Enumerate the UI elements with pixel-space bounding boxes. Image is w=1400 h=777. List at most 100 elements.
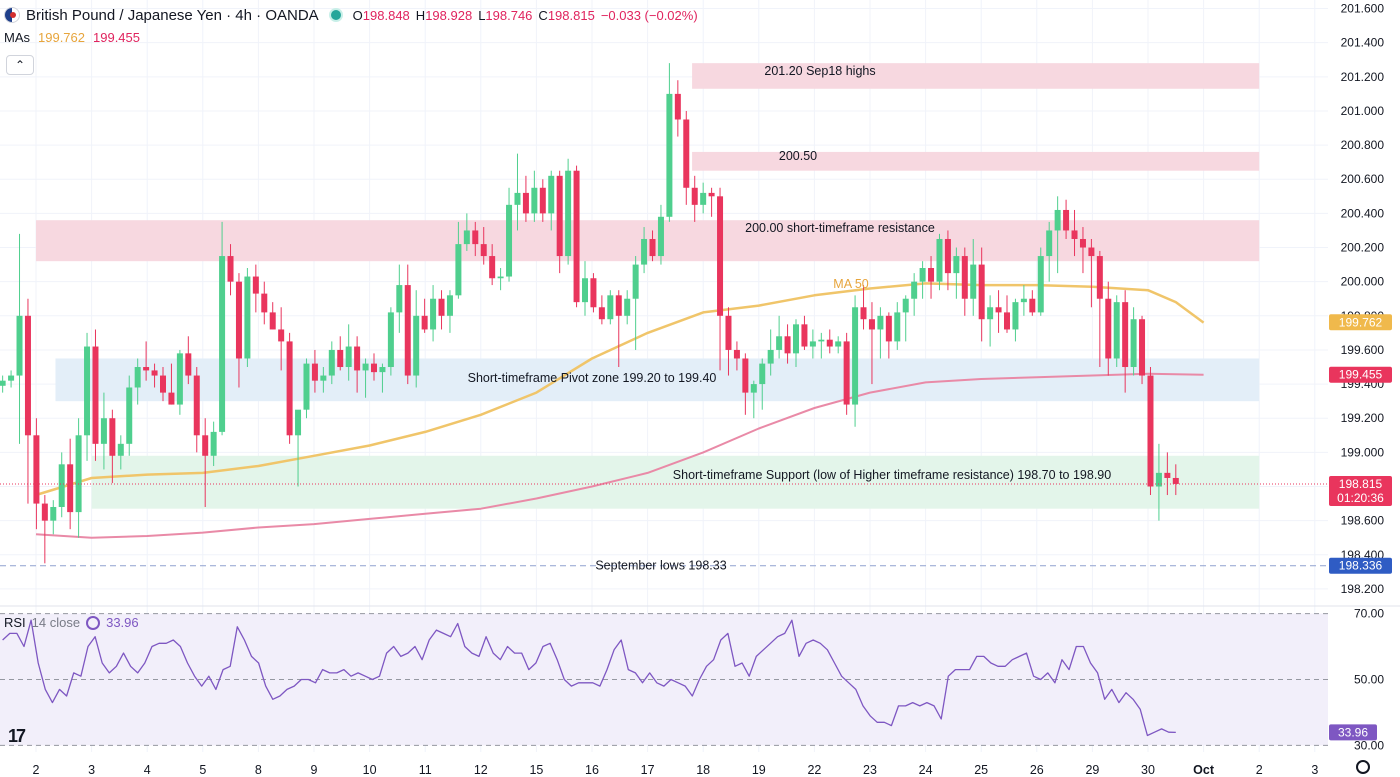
candle-body xyxy=(514,192,521,205)
candle-body xyxy=(641,238,648,265)
zone-pivot xyxy=(55,358,1260,402)
candle-body xyxy=(311,363,318,381)
september-lows-label: September lows 198.33 xyxy=(595,559,726,573)
ma-legend-label: MAs xyxy=(4,30,30,45)
candle-body xyxy=(100,418,107,444)
ma200-legend-value: 199.455 xyxy=(93,30,140,45)
candle-body xyxy=(759,363,766,385)
candle-body xyxy=(235,281,242,359)
zone-label: Short-timeframe Pivot zone 199.20 to 199… xyxy=(468,371,717,385)
candle-body xyxy=(978,264,985,320)
y-tick-label: 201.600 xyxy=(1341,2,1385,16)
candle-body xyxy=(345,346,352,368)
rsi-line xyxy=(2,619,1176,737)
candle-body xyxy=(24,315,31,436)
candle-body xyxy=(733,349,740,359)
candle-body xyxy=(911,281,918,299)
settings-gear-icon[interactable] xyxy=(1356,760,1370,774)
candle-body xyxy=(995,307,1002,313)
candle-body xyxy=(41,503,48,521)
candle-body xyxy=(944,238,951,274)
x-tick-label: 24 xyxy=(919,763,933,777)
ohlc-high: H198.928 xyxy=(415,7,473,23)
candle-body xyxy=(902,298,909,313)
candle-body xyxy=(455,244,462,296)
rsi-tick-label: 50.00 xyxy=(1354,673,1384,687)
x-tick-label: 3 xyxy=(88,763,95,777)
candle-body xyxy=(598,307,605,320)
candle-body xyxy=(1012,302,1019,330)
candle-body xyxy=(1147,375,1154,487)
candle-body xyxy=(894,312,901,342)
ma50-line xyxy=(35,282,1205,497)
candle-body xyxy=(683,119,690,188)
collapse-legend-button[interactable]: ⌃ xyxy=(6,55,34,75)
candle-body xyxy=(379,367,386,373)
x-tick-label: 15 xyxy=(529,763,543,777)
candle-body xyxy=(151,370,158,376)
candle-body xyxy=(615,295,622,316)
y-tick-label: 199.000 xyxy=(1341,445,1385,459)
candle-body xyxy=(835,341,842,347)
candle-body xyxy=(674,93,681,120)
candle-body xyxy=(1071,230,1078,239)
candle-body xyxy=(371,363,377,373)
market-status-icon[interactable] xyxy=(328,8,343,22)
candle-body xyxy=(657,216,664,257)
rsi-band xyxy=(0,613,1328,746)
candle-body xyxy=(219,256,226,432)
candle-body xyxy=(852,307,859,405)
candle-body xyxy=(725,315,732,350)
candle-body xyxy=(877,315,884,330)
ohlc-open: O198.848 xyxy=(352,7,410,23)
candle-body xyxy=(463,230,470,245)
candle-body xyxy=(868,319,875,330)
candle-body xyxy=(303,363,310,410)
zone-resistance xyxy=(36,220,1260,262)
candle-body xyxy=(1037,256,1044,313)
candle-body xyxy=(193,375,200,436)
candle-body xyxy=(590,278,597,308)
y-tick-label: 200.200 xyxy=(1341,241,1385,255)
rsi-legend-value: 33.96 xyxy=(106,615,139,630)
candle-body xyxy=(176,353,183,405)
y-tick-label: 201.200 xyxy=(1341,70,1385,84)
price-badge-label: 199.455 xyxy=(1339,368,1383,382)
chart-header: British Pound / Japanese Yen · 4h · OAND… xyxy=(4,4,698,26)
zone-label: Short-timeframe Support (low of Higher t… xyxy=(673,468,1111,482)
candle-body xyxy=(396,285,403,313)
candle-body xyxy=(143,367,150,371)
rsi-legend[interactable]: RSI 14 close 33.96 xyxy=(4,615,139,630)
candle-body xyxy=(1029,298,1036,313)
candle-body xyxy=(522,192,529,214)
symbol-title[interactable]: British Pound / Japanese Yen · 4h · OAND… xyxy=(26,6,319,24)
tradingview-logo[interactable]: 17 xyxy=(8,726,26,746)
price-change: −0.033 (−0.02%) xyxy=(600,7,698,23)
x-tick-label: Oct xyxy=(1193,763,1215,777)
candle-body xyxy=(809,341,816,347)
x-tick-label: 10 xyxy=(363,763,377,777)
ma50-label: MA 50 xyxy=(833,277,868,291)
candle-body xyxy=(362,363,369,371)
candle-body xyxy=(489,256,496,279)
candle-body xyxy=(58,464,65,507)
candle-body xyxy=(472,230,479,245)
y-tick-label: 199.600 xyxy=(1341,343,1385,357)
candle-body xyxy=(624,298,631,316)
candle-body xyxy=(970,264,977,299)
candle-body xyxy=(666,93,673,217)
candle-body xyxy=(582,278,588,303)
zone-label: 201.20 Sep18 highs xyxy=(764,64,875,78)
candle-body xyxy=(953,256,960,274)
rsi-settings-icon[interactable] xyxy=(86,615,101,630)
candle-body xyxy=(885,315,892,342)
rsi-tick-label: 30.00 xyxy=(1354,738,1384,752)
price-badge-ma50 xyxy=(1329,314,1392,331)
ma-legend[interactable]: MAs 199.762 199.455 xyxy=(4,30,140,45)
candle-body xyxy=(539,187,546,214)
x-tick-label: 30 xyxy=(1141,763,1155,777)
candle-body xyxy=(227,256,234,282)
zone-resistance xyxy=(692,151,1260,171)
candle-body xyxy=(826,339,833,347)
